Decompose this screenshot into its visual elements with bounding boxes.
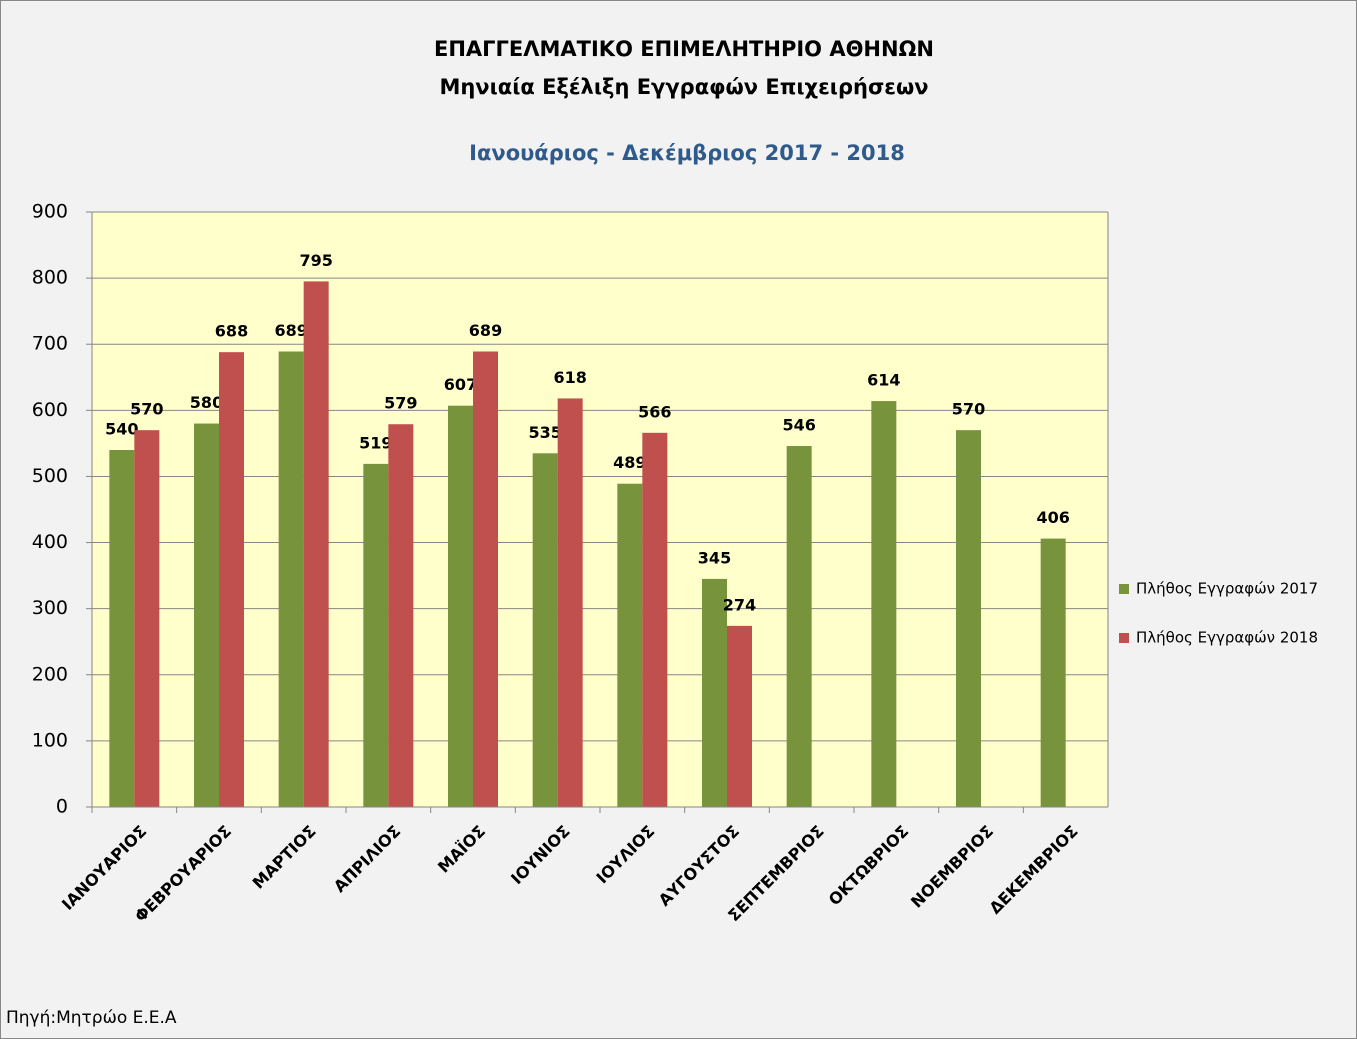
bar	[278, 351, 304, 807]
plot-area	[92, 212, 1108, 807]
bar	[134, 430, 160, 807]
bar	[786, 446, 812, 807]
y-tick-label: 200	[32, 663, 68, 685]
data-label: 546	[782, 416, 815, 435]
data-label: 540	[105, 420, 138, 439]
source-note: Πηγή:Μητρώο Ε.Ε.Α	[6, 1008, 177, 1028]
bar	[557, 398, 583, 807]
data-label: 489	[613, 453, 646, 472]
y-tick-label: 400	[32, 531, 68, 553]
y-tick-label: 300	[32, 597, 68, 619]
bar	[702, 578, 727, 807]
legend-label: Πλήθος Εγγραφών 2017	[1136, 580, 1318, 598]
bar	[448, 405, 473, 807]
data-label: 519	[359, 433, 392, 452]
y-tick-label: 500	[32, 465, 68, 487]
bar	[109, 450, 135, 807]
data-label: 579	[384, 394, 417, 413]
chart-subtitle: Μηνιαία Εξέλιξη Εγγραφών Επιχειρήσεων	[439, 75, 928, 99]
data-label: 580	[190, 393, 223, 412]
data-label: 345	[698, 548, 731, 567]
data-label: 570	[130, 400, 163, 419]
bar	[1040, 538, 1066, 807]
legend-label: Πλήθος Εγγραφών 2018	[1136, 629, 1318, 647]
data-label: 535	[528, 423, 561, 442]
bar	[956, 430, 981, 807]
data-label: 689	[469, 321, 502, 340]
y-tick-label: 0	[56, 796, 68, 818]
y-tick-label: 800	[32, 267, 68, 289]
bar	[617, 483, 643, 807]
bar	[871, 401, 897, 807]
bar	[727, 625, 752, 807]
data-label: 618	[553, 368, 586, 387]
bar	[194, 423, 219, 807]
bar	[532, 453, 558, 807]
data-label: 688	[215, 322, 248, 341]
bar	[219, 352, 244, 807]
legend-swatch	[1119, 584, 1129, 594]
bar	[642, 432, 668, 807]
chart-title: ΕΠΑΓΓΕΛΜΑΤΙΚΟ ΕΠΙΜΕΛΗΤΗΡΙΟ ΑΘΗΝΩΝ	[434, 37, 934, 61]
data-label: 689	[274, 321, 307, 340]
data-label: 406	[1036, 508, 1069, 527]
data-label: 570	[952, 400, 985, 419]
data-label: 566	[638, 402, 671, 421]
bar	[388, 424, 414, 807]
y-tick-label: 900	[32, 201, 68, 223]
bar	[303, 281, 329, 808]
y-tick-label: 700	[32, 333, 68, 355]
bar	[363, 463, 389, 807]
chart-period: Ιανουάριος - Δεκέμβριος 2017 - 2018	[469, 141, 905, 165]
y-tick-label: 600	[32, 399, 68, 421]
data-label: 607	[444, 375, 477, 394]
data-label: 614	[867, 371, 900, 390]
bar	[473, 351, 498, 807]
legend-swatch	[1119, 633, 1129, 643]
data-label: 274	[723, 595, 756, 614]
y-tick-label: 100	[32, 729, 68, 751]
data-label: 795	[299, 251, 332, 270]
